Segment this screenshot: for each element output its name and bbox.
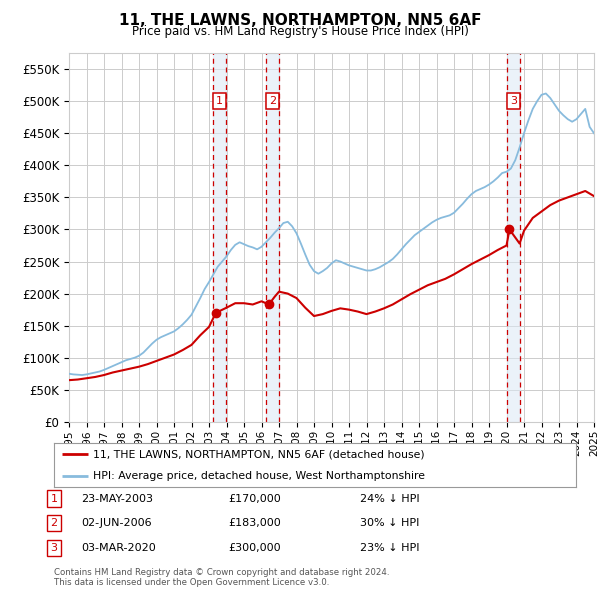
Bar <box>266 53 280 422</box>
Text: £183,000: £183,000 <box>228 519 281 528</box>
Text: 2: 2 <box>269 96 276 106</box>
Text: HPI: Average price, detached house, West Northamptonshire: HPI: Average price, detached house, West… <box>93 471 425 481</box>
Text: 2: 2 <box>50 519 58 528</box>
Text: 23-MAY-2003: 23-MAY-2003 <box>81 494 153 503</box>
Text: 30% ↓ HPI: 30% ↓ HPI <box>360 519 419 528</box>
Text: 03-MAR-2020: 03-MAR-2020 <box>81 543 156 553</box>
Text: 11, THE LAWNS, NORTHAMPTON, NN5 6AF: 11, THE LAWNS, NORTHAMPTON, NN5 6AF <box>119 13 481 28</box>
Bar <box>507 53 520 422</box>
Text: Price paid vs. HM Land Registry's House Price Index (HPI): Price paid vs. HM Land Registry's House … <box>131 25 469 38</box>
Text: 3: 3 <box>510 96 517 106</box>
Text: 02-JUN-2006: 02-JUN-2006 <box>81 519 152 528</box>
Bar <box>213 53 226 422</box>
Text: 11, THE LAWNS, NORTHAMPTON, NN5 6AF (detached house): 11, THE LAWNS, NORTHAMPTON, NN5 6AF (det… <box>93 450 425 460</box>
Text: 24% ↓ HPI: 24% ↓ HPI <box>360 494 419 503</box>
Text: £170,000: £170,000 <box>228 494 281 503</box>
Text: Contains HM Land Registry data © Crown copyright and database right 2024.
This d: Contains HM Land Registry data © Crown c… <box>54 568 389 587</box>
Text: 3: 3 <box>50 543 58 553</box>
Text: 23% ↓ HPI: 23% ↓ HPI <box>360 543 419 553</box>
Text: 1: 1 <box>50 494 58 503</box>
Text: £300,000: £300,000 <box>228 543 281 553</box>
Text: 1: 1 <box>216 96 223 106</box>
